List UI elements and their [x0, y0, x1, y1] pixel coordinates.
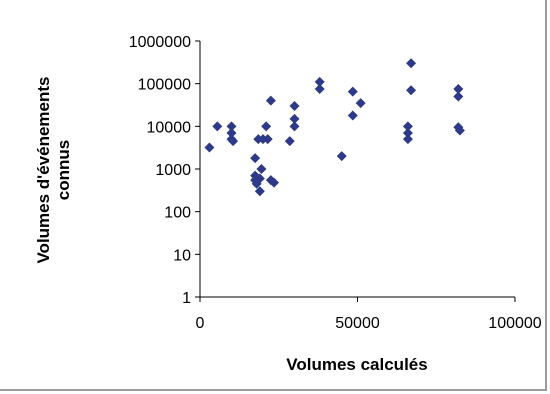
y-tick-label: 100000	[138, 77, 191, 94]
y-tick-label: 10000	[147, 119, 192, 136]
data-point	[314, 83, 325, 94]
data-point	[204, 142, 215, 153]
y-axis-title-line-1: Volumes d'événements	[34, 76, 53, 263]
axes	[195, 40, 516, 302]
data-point	[269, 177, 280, 188]
data-point	[453, 91, 464, 102]
data-point	[212, 121, 223, 132]
x-tick-label: 50000	[335, 315, 380, 332]
data-point	[289, 100, 300, 111]
data-point	[406, 85, 417, 96]
data-point	[228, 136, 239, 147]
y-tick-label: 1000	[155, 162, 191, 179]
y-axis-title-line-2: connus	[54, 140, 73, 200]
data-point	[402, 127, 413, 138]
data-point	[347, 110, 358, 121]
data-point	[454, 125, 465, 136]
data-point	[453, 83, 464, 94]
y-tick-label: 1000000	[129, 34, 191, 51]
data-point	[254, 186, 265, 197]
x-tick-label: 100000	[488, 315, 541, 332]
data-point	[289, 113, 300, 124]
data-point	[355, 98, 366, 109]
data-point	[226, 121, 237, 132]
data-point	[289, 121, 300, 132]
data-point	[250, 153, 261, 164]
x-tick-label: 0	[196, 315, 205, 332]
data-point	[265, 95, 276, 106]
data-point	[262, 134, 273, 145]
x-tick-labels: 0 50000 100000	[196, 315, 542, 332]
data-points	[204, 58, 465, 197]
data-point	[402, 134, 413, 145]
data-point	[261, 121, 272, 132]
data-point	[254, 173, 265, 184]
data-point	[347, 86, 358, 97]
data-point	[314, 76, 325, 87]
data-point	[402, 121, 413, 132]
data-point	[284, 136, 295, 147]
data-point	[336, 151, 347, 162]
y-tick-label: 10	[173, 247, 191, 264]
y-tick-label: 1	[182, 290, 191, 307]
y-tick-labels: 1 10 100 1000 10000 100000 1000000	[129, 34, 191, 307]
x-axis-title: Volumes calculés	[286, 355, 427, 374]
data-point	[406, 58, 417, 69]
data-point	[226, 127, 237, 138]
y-tick-label: 100	[164, 205, 191, 222]
data-point	[256, 164, 267, 174]
